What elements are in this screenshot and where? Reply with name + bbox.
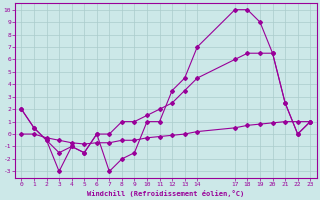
X-axis label: Windchill (Refroidissement éolien,°C): Windchill (Refroidissement éolien,°C) (87, 190, 244, 197)
